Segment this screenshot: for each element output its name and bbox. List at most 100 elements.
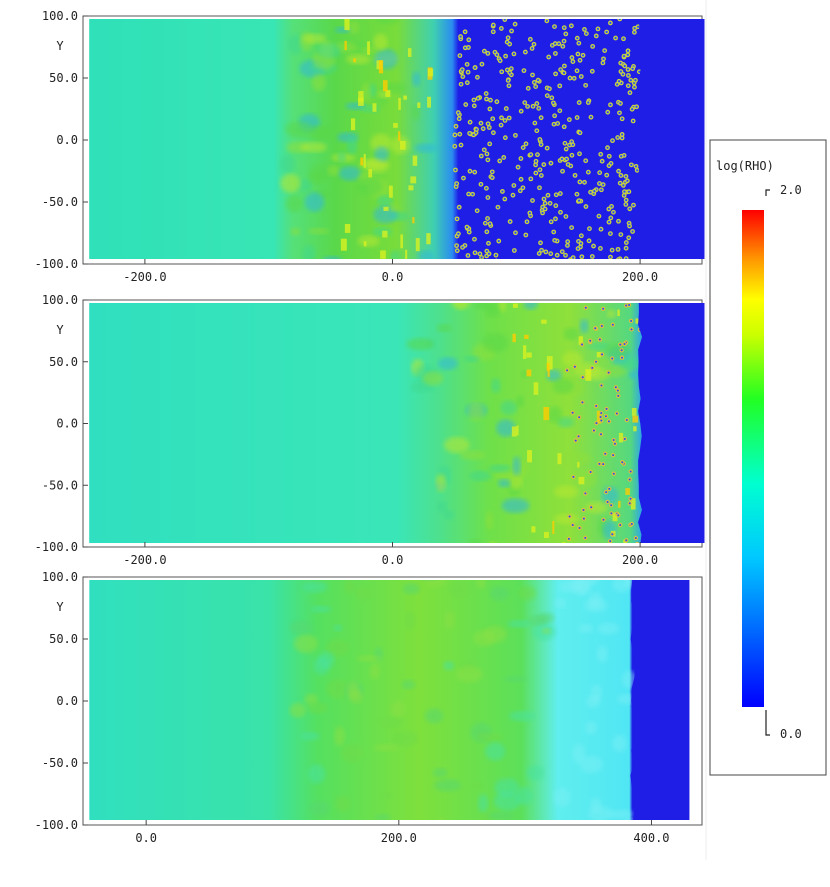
- turbulent-eddy: [412, 71, 421, 87]
- clump-core: [570, 226, 573, 229]
- clump-core: [577, 435, 580, 438]
- clump-core: [616, 389, 619, 392]
- clump-core: [633, 27, 636, 30]
- dense-filament: [512, 333, 516, 343]
- x-tick-label: 0.0: [382, 553, 404, 567]
- clump-core: [563, 125, 566, 128]
- clump-core: [593, 190, 596, 193]
- clump-core: [590, 506, 593, 509]
- clump-core: [561, 170, 564, 173]
- clump-core: [602, 518, 605, 521]
- turbulent-eddy: [333, 624, 343, 632]
- dense-filament: [533, 382, 539, 395]
- dense-filament: [398, 97, 401, 110]
- y-tick-label: -50.0: [42, 195, 78, 209]
- dense-filament: [353, 58, 356, 63]
- clump-core: [553, 114, 556, 117]
- clump-core: [585, 32, 588, 35]
- colorbar-min-label: 0.0: [780, 727, 802, 741]
- dense-filament: [562, 542, 566, 543]
- clump-core: [564, 254, 567, 257]
- clump-core: [492, 30, 495, 33]
- clump-core: [623, 437, 626, 440]
- clump-core: [524, 142, 528, 145]
- turbulent-eddy: [411, 105, 420, 121]
- clump-core: [628, 303, 631, 306]
- dense-filament: [512, 303, 518, 308]
- clump-core: [592, 429, 595, 432]
- dense-filament: [524, 334, 529, 339]
- clump-core: [472, 98, 476, 102]
- clump-core: [508, 71, 511, 74]
- clump-core: [582, 517, 585, 520]
- turbulent-eddy: [372, 743, 401, 752]
- clump-core: [595, 360, 598, 363]
- turbulent-eddy: [317, 43, 341, 60]
- clump-core: [480, 256, 483, 259]
- clump-core: [636, 169, 639, 172]
- clump-core: [466, 254, 470, 257]
- clump-core: [462, 177, 465, 180]
- turbulent-eddy: [392, 730, 418, 747]
- dense-filament: [617, 309, 620, 317]
- clump-core: [595, 34, 598, 38]
- turbulent-eddy: [579, 319, 589, 334]
- turbulent-eddy: [326, 679, 350, 699]
- clump-core: [492, 131, 495, 134]
- clump-core: [602, 57, 605, 60]
- clump-core: [578, 180, 581, 184]
- clump-core: [539, 241, 542, 244]
- clump-core: [512, 184, 515, 187]
- clump-core: [625, 539, 628, 542]
- panel-middle: 100.0 50.0 0.0 -50.0 -100.0 Y -200.0 0.0 200.0: [35, 293, 705, 567]
- clump-core: [577, 240, 580, 243]
- y-tick-label: 0.0: [56, 694, 78, 708]
- clump-core: [575, 193, 579, 196]
- y-tick-label: 50.0: [49, 355, 78, 369]
- y-tick-label: 0.0: [56, 417, 78, 431]
- dense-filament: [531, 526, 536, 533]
- turbulent-eddy: [290, 227, 301, 236]
- clump-core: [514, 231, 517, 234]
- clump-core: [609, 216, 612, 220]
- clump-core: [471, 193, 474, 196]
- turbulent-eddy: [326, 638, 350, 657]
- clump-core: [473, 238, 476, 241]
- dense-filament: [405, 249, 408, 259]
- clump-core: [617, 394, 620, 397]
- clump-core: [572, 256, 575, 259]
- y-tick-label: 100.0: [42, 9, 78, 23]
- clump-core: [570, 24, 573, 27]
- clump-core: [602, 307, 605, 310]
- clump-core: [624, 247, 628, 250]
- turbulent-eddy: [356, 655, 381, 662]
- turbulent-eddy: [501, 498, 530, 514]
- clump-core: [492, 23, 495, 27]
- turbulent-eddy: [557, 416, 575, 428]
- clump-core: [591, 70, 594, 73]
- clump-core: [538, 138, 541, 141]
- clump-core: [625, 199, 628, 202]
- clump-core: [626, 53, 629, 56]
- clump-core: [580, 255, 583, 258]
- y-tick-label: 0.0: [56, 133, 78, 147]
- turbulent-eddy: [498, 303, 507, 313]
- clump-core: [600, 188, 603, 191]
- colorbar-min-bracket: [765, 710, 770, 736]
- clump-core: [624, 175, 628, 178]
- turbulent-eddy: [306, 702, 328, 714]
- turbulent-eddy: [390, 700, 406, 718]
- clump-core: [589, 191, 592, 194]
- clump-core: [589, 116, 593, 119]
- clump-core: [612, 472, 615, 475]
- clump-core: [507, 84, 511, 87]
- turbulent-eddy: [307, 228, 330, 235]
- clump-core: [576, 247, 580, 250]
- turbulent-eddy: [448, 581, 471, 598]
- clump-core: [520, 110, 523, 113]
- clump-core: [562, 71, 566, 74]
- clump-core: [619, 233, 622, 236]
- turbulent-eddy: [473, 303, 499, 311]
- clump-core: [611, 357, 614, 360]
- clump-core: [466, 63, 469, 66]
